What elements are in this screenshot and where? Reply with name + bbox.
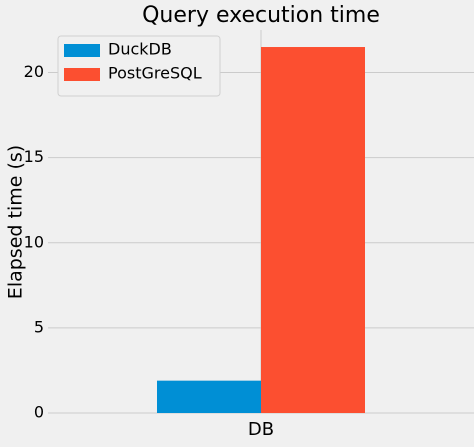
y-tick-label: 5: [34, 317, 44, 336]
y-tick-label: 10: [24, 232, 44, 251]
legend-label: PostGreSQL: [108, 64, 202, 83]
legend-swatch: [64, 68, 100, 81]
y-tick-label: 15: [24, 147, 44, 166]
y-tick-label: 0: [34, 403, 44, 422]
bar: [261, 47, 365, 414]
y-tick-label: 20: [24, 62, 44, 81]
x-tick-label: DB: [248, 419, 274, 440]
legend-label: DuckDB: [108, 40, 172, 59]
bar: [157, 380, 261, 413]
chart-title: Query execution time: [142, 3, 380, 28]
y-axis-label: Elapsed time (s): [5, 145, 27, 299]
legend-swatch: [64, 44, 100, 57]
